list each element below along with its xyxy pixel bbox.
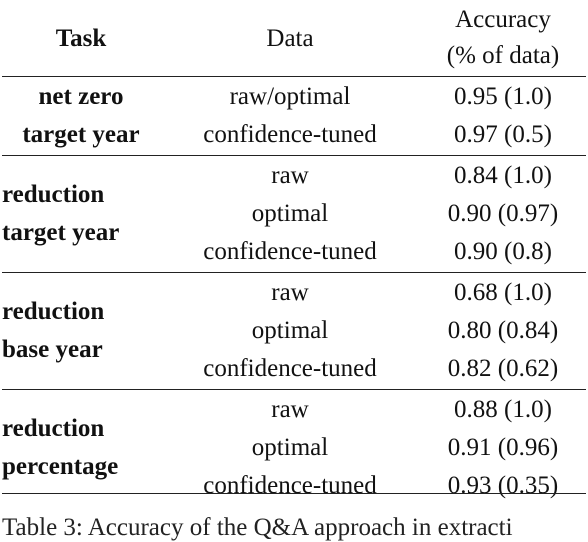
table-row: confidence-tuned 0.90 (0.8) (2, 232, 586, 273)
accuracy-cell: 0.82 (0.62) (447, 354, 559, 382)
table-row: optimal 0.91 (0.96) (2, 428, 586, 466)
accuracy-cell: 0.68 (1.0) (420, 272, 586, 311)
header-accuracy-line2: (% of data) (446, 42, 560, 69)
task-label-line2: base year (2, 336, 103, 363)
accuracy-cell: 0.93 (0.35) (447, 471, 559, 499)
data-cell: raw (160, 272, 420, 311)
data-cell: raw (160, 389, 420, 428)
table-body: net zero target year raw/optimal 0.95 (1… (2, 76, 586, 506)
table-bottom-rule (2, 493, 586, 494)
data-cell: optimal (251, 433, 329, 461)
accuracy-cell: 0.90 (0.8) (454, 237, 552, 265)
header-accuracy-line1: Accuracy (455, 6, 551, 33)
task-cell: net zero target year (2, 76, 160, 156)
accuracy-cell: 0.91 (0.96) (447, 433, 559, 461)
accuracy-cell: 0.95 (1.0) (420, 76, 586, 115)
table-row: reduction target year raw 0.84 (1.0) (2, 155, 586, 273)
task-label-line1: net zero (38, 83, 124, 110)
table-row: optimal 0.80 (0.84) (2, 311, 586, 349)
results-table: Task Data Accuracy (% of data) net zero … (2, 0, 586, 506)
header-row: Task Data Accuracy (% of data) (2, 0, 586, 77)
task-label-line2: percentage (2, 453, 119, 480)
table-row: reduction percentage raw 0.88 (1.0) (2, 389, 586, 506)
task-cell: reduction target year (2, 155, 160, 273)
task-cell: reduction base year (2, 272, 160, 390)
data-cell: optimal (251, 316, 329, 344)
data-cell: raw/optimal (160, 76, 420, 115)
accuracy-cell: 0.88 (1.0) (420, 389, 586, 428)
table-caption: Table 3: Accuracy of the Q&A approach in… (2, 514, 513, 541)
header-data: Data (266, 24, 314, 52)
accuracy-cell: 0.84 (1.0) (420, 155, 586, 194)
header-accuracy: Accuracy (% of data) (420, 0, 586, 77)
data-cell: confidence-tuned (203, 471, 377, 499)
data-cell: raw (160, 155, 420, 194)
task-label-line1: reduction (2, 298, 105, 325)
task-label-line1: reduction (2, 415, 105, 442)
data-cell: confidence-tuned (203, 354, 377, 382)
table-header: Task Data Accuracy (% of data) (2, 0, 586, 77)
accuracy-cell: 0.97 (0.5) (454, 120, 552, 148)
table-row: confidence-tuned 0.97 (0.5) (2, 115, 586, 156)
header-task: Task (55, 24, 107, 52)
task-label-line2: target year (22, 121, 140, 148)
task-label-line2: target year (2, 219, 120, 246)
table-row: confidence-tuned 0.82 (0.62) (2, 349, 586, 390)
task-cell: reduction percentage (2, 389, 160, 506)
table-row: net zero target year raw/optimal 0.95 (1… (2, 76, 586, 156)
table-row: reduction base year raw 0.68 (1.0) (2, 272, 586, 390)
table-row: optimal 0.90 (0.97) (2, 194, 586, 232)
data-cell: confidence-tuned (203, 237, 377, 265)
task-label-line1: reduction (2, 181, 105, 208)
data-cell: optimal (251, 199, 329, 227)
accuracy-cell: 0.90 (0.97) (447, 199, 559, 227)
accuracy-cell: 0.80 (0.84) (447, 316, 559, 344)
data-cell: confidence-tuned (203, 120, 377, 148)
results-table-container: Task Data Accuracy (% of data) net zero … (2, 0, 586, 506)
